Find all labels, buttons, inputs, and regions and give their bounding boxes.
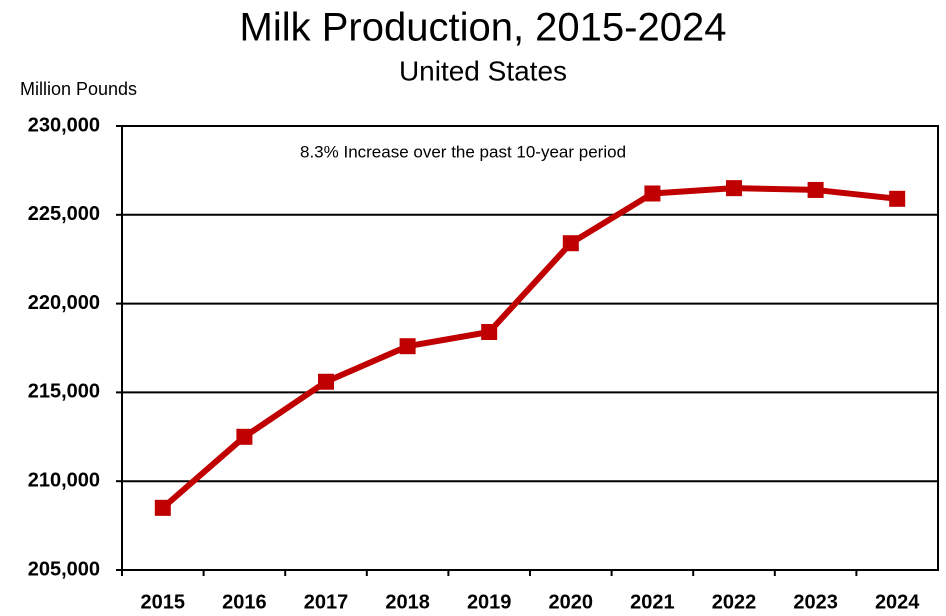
x-tick-label: 2017: [304, 591, 349, 613]
y-tick-label: 210,000: [28, 469, 100, 491]
x-tick-label: 2021: [630, 591, 675, 613]
x-tick-label: 2019: [467, 591, 512, 613]
annotation: 8.3% Increase over the past 10-year peri…: [300, 142, 626, 161]
y-tick-label: 205,000: [28, 558, 100, 580]
x-tick-label: 2020: [549, 591, 594, 613]
data-marker: [644, 185, 661, 202]
x-tick-label: 2016: [222, 591, 267, 613]
data-marker: [807, 181, 824, 198]
x-tick-label: 2022: [712, 591, 757, 613]
data-marker: [889, 190, 906, 207]
data-marker: [399, 338, 416, 355]
x-tick-label: 2023: [793, 591, 838, 613]
data-marker: [562, 235, 579, 252]
data-marker: [481, 324, 498, 341]
y-tick-label: 225,000: [28, 203, 100, 225]
x-tick-label: 2015: [141, 591, 186, 613]
y-tick-label: 230,000: [28, 114, 100, 136]
data-marker: [726, 180, 742, 197]
y-tick-label: 220,000: [28, 292, 100, 314]
x-tick-label: 2018: [385, 591, 430, 613]
data-marker: [236, 428, 253, 445]
y-tick-label: 215,000: [28, 381, 100, 403]
y-axis-label: Million Pounds: [20, 79, 137, 99]
x-tick-label: 2024: [875, 591, 920, 613]
chart-title: Milk Production, 2015-2024: [240, 6, 727, 50]
data-line: [160, 185, 898, 511]
data-marker: [154, 499, 171, 516]
data-marker: [318, 373, 334, 390]
chart-subtitle: United States: [399, 55, 567, 86]
